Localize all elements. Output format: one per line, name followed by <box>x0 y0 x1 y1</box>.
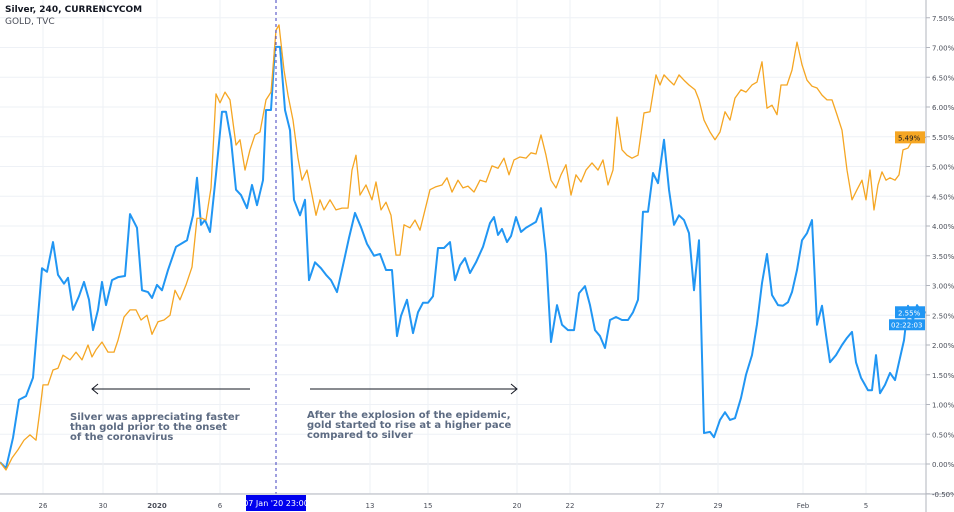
y-tick-label: 5.50% <box>932 134 954 142</box>
y-tick-label: 0.00% <box>932 461 954 469</box>
silver-countdown: 02:22:03 <box>891 321 922 329</box>
silver-countdown-badge <box>889 319 925 331</box>
annotation-left: Silver was appreciating faster than gold… <box>70 412 240 443</box>
y-tick-label: 5.00% <box>932 164 954 172</box>
crosshair: 07 Jan '20 23:00 <box>243 0 309 511</box>
y-tick-label: 2.50% <box>932 312 954 320</box>
silver-last-badge <box>895 306 925 319</box>
legend: Silver, 240, CURRENCYCOM GOLD, TVC <box>5 4 142 28</box>
y-tick-label: 3.00% <box>932 283 954 291</box>
x-tick-label: 29 <box>714 502 723 510</box>
x-tick-label: 15 <box>424 502 433 510</box>
crosshair-label: 07 Jan '20 23:00 <box>243 499 309 508</box>
y-tick-label: 7.00% <box>932 45 954 53</box>
silver-last-value: 2.55% <box>898 309 921 317</box>
annotation-right: After the explosion of the epidemic, gol… <box>307 410 512 441</box>
y-tick-label: 0.50% <box>932 431 954 439</box>
y-tick-label: 7.50% <box>932 15 954 23</box>
x-tick-label: 22 <box>566 502 575 510</box>
y-tick-label: 2.00% <box>932 342 954 350</box>
x-tick-label: 26 <box>39 502 48 510</box>
y-tick-label: 6.50% <box>932 74 954 82</box>
crosshair-label-bg <box>246 495 306 511</box>
x-tick-label: Feb <box>797 502 810 510</box>
x-tick-label: 27 <box>656 502 665 510</box>
x-tick-label: 30 <box>99 502 108 510</box>
y-tick-label: 1.50% <box>932 372 954 380</box>
legend-silver[interactable]: Silver, 240, CURRENCYCOM <box>5 5 143 15</box>
gold-last-badge <box>895 131 925 144</box>
y-tick-label: 4.00% <box>932 223 954 231</box>
x-tick-label: 20 <box>513 502 522 510</box>
gold-last-value: 5.49% <box>898 134 921 142</box>
series-lines <box>0 24 927 471</box>
y-tick-label: 6.00% <box>932 104 954 112</box>
y-tick-label: 3.50% <box>932 253 954 261</box>
x-tick-label: 2020 <box>147 502 167 510</box>
y-tick-label: 1.00% <box>932 402 954 410</box>
annotation-arrows <box>91 383 518 395</box>
legend-gold[interactable]: GOLD, TVC <box>5 17 55 27</box>
y-tick-label: -0.50% <box>932 491 954 499</box>
silver-line <box>0 45 927 470</box>
x-tick-label: 5 <box>864 502 868 510</box>
gold-line <box>0 24 926 471</box>
grid <box>0 0 926 495</box>
left-arrow-head <box>91 383 99 395</box>
x-tick-label: 6 <box>218 502 223 510</box>
y-tick-label: 4.50% <box>932 193 954 201</box>
x-tick-label: 13 <box>366 502 375 510</box>
right-arrow-head <box>510 383 518 395</box>
